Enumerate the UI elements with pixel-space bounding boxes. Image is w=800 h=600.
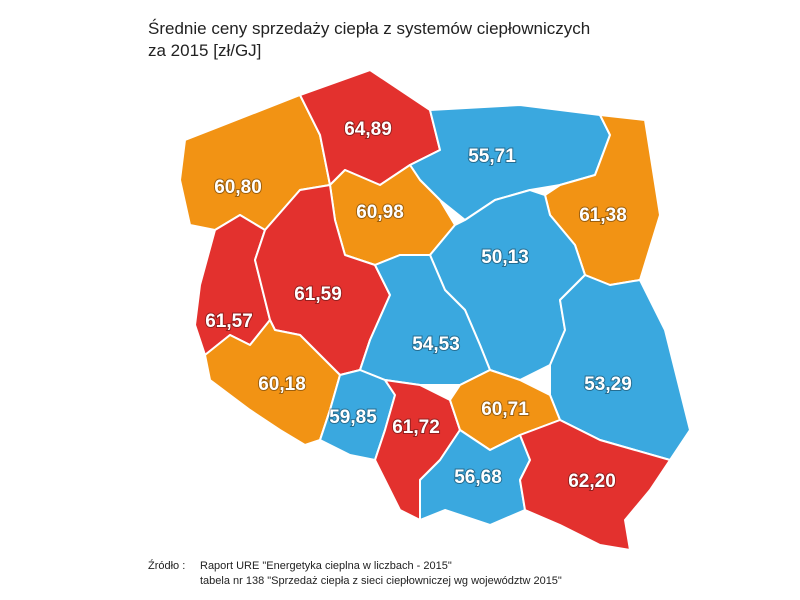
map [179,69,691,551]
source-line: Raport URE "Energetyka cieplna w liczbac… [200,560,452,572]
region-value: 61,57 [205,311,253,332]
region-value: 55,71 [468,146,516,167]
source-line: tabela nr 138 "Sprzedaż ciepła z sieci c… [200,575,562,587]
region-value: 53,29 [584,374,632,395]
region-value: 60,98 [356,202,404,223]
region-value: 64,89 [344,119,392,140]
region-value: 62,20 [568,471,616,492]
region [419,429,531,526]
region-value: 61,72 [392,417,440,438]
region-value: 56,68 [454,467,502,488]
region [519,419,671,551]
region-value: 60,71 [481,399,529,420]
region-value: 61,59 [294,284,342,305]
title-line: za 2015 [zł/GJ] [148,41,261,60]
region-value: 61,38 [579,205,627,226]
region-value: 60,80 [214,177,262,198]
region-value: 50,13 [481,247,529,268]
source-prefix: Źródło : [148,559,185,572]
title-line: Średnie ceny sprzedaży ciepła z systemów… [148,19,590,38]
region-value: 54,53 [412,334,460,355]
region-value: 59,85 [329,407,377,428]
region-value: 60,18 [258,374,306,395]
map-labels: 60,80 64,89 55,71 61,38 60,98 61,57 61,59 50,13… [204,118,633,493]
